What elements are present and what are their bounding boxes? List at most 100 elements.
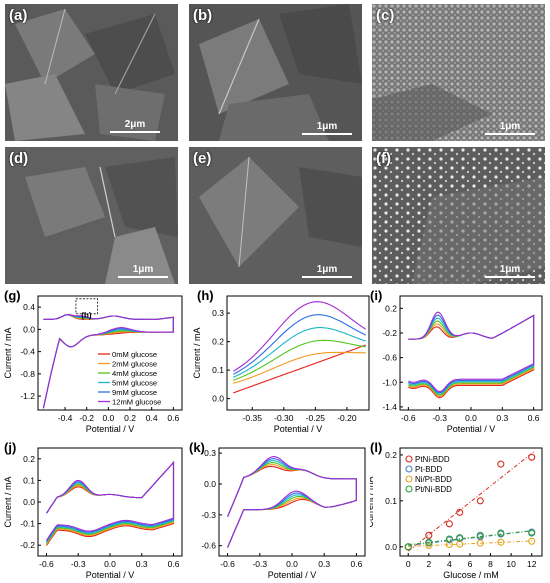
zoom-curve	[233, 301, 367, 372]
cv-curve	[46, 460, 175, 545]
cv-curve	[46, 460, 175, 546]
zoom-curve	[233, 314, 367, 375]
legend-label: 9mM glucose	[112, 388, 157, 397]
x-tick-label: -0.25	[306, 413, 326, 423]
data-point	[404, 543, 412, 551]
x-tick-label: 0.2	[124, 413, 136, 423]
x-tick-label: 0.0	[286, 559, 298, 569]
x-tick-label: -0.3	[252, 559, 267, 569]
legend-label: 12mM glucose	[112, 398, 161, 407]
panel-label: (e)	[193, 150, 212, 167]
y-axis-label: Current / mA	[192, 327, 202, 378]
data-point	[476, 531, 484, 539]
panel-label: (c)	[376, 7, 395, 24]
y-tick-label: -0.8	[20, 369, 35, 379]
legend-marker	[405, 475, 413, 483]
panel-label: (h)	[197, 288, 214, 303]
chart-h: -0.35 -0.30 -0.25 -0.20 0.3 0.2 0.1 0.0 Potentia…	[192, 288, 370, 434]
x-tick-label: 0.3	[136, 559, 148, 569]
x-tick-label: 0.6	[350, 559, 362, 569]
x-tick-label: 10	[506, 559, 516, 569]
legend-label: 4mM glucose	[112, 369, 157, 378]
sem-panel-a: (a) 2μm	[5, 4, 178, 141]
legend-label: PtNi-BDD	[415, 455, 450, 464]
x-tick-label: 0.4	[146, 413, 158, 423]
y-tick-label: 0.0	[385, 542, 397, 552]
zoom-box	[75, 298, 99, 315]
x-axis-label: Potential / V	[268, 570, 317, 580]
y-tick-label: 0.3	[204, 448, 216, 458]
y-tick-label: -0.2	[382, 328, 397, 338]
y-tick-label: 0.1	[385, 496, 397, 506]
x-axis-label: Glucose / mM	[443, 570, 499, 580]
y-tick-label: 0.0	[204, 479, 216, 489]
sem-panel-f: (f) 1μm	[372, 147, 545, 284]
scale-label: 2μm	[124, 119, 146, 130]
panel-label: (g)	[4, 288, 21, 303]
y-tick-label: 0.2	[385, 450, 397, 460]
plot-frame	[226, 295, 370, 411]
chart-k: -0.6 -0.3 0.0 0.3 0.6 0.3 0.0 -0.3 -0.6 Potential…	[189, 440, 366, 580]
sem-texture-d	[5, 147, 178, 284]
zoom-curve	[233, 339, 366, 381]
scale-label: 1μm	[499, 121, 521, 132]
x-tick-label: 0.0	[102, 413, 114, 423]
sem-texture-a	[5, 4, 178, 141]
x-tick-label: -0.20	[337, 413, 357, 423]
y-axis-label: Current / mA	[370, 476, 375, 527]
data-point	[476, 497, 484, 505]
scale-bar: 1μm	[485, 121, 535, 135]
x-axis-label: Potential / V	[86, 424, 135, 434]
y-axis-label: Current / mA	[3, 327, 13, 378]
legend-marker	[405, 485, 413, 493]
y-tick-label: 0.2	[212, 337, 224, 347]
panel-label: (j)	[4, 440, 16, 455]
y-tick-label: -0.2	[20, 540, 35, 550]
zoom-curve	[233, 327, 366, 378]
sem-texture-f	[372, 147, 545, 284]
x-tick-label: 8	[488, 559, 493, 569]
cv-curve	[227, 456, 357, 548]
fit-line	[408, 529, 534, 546]
y-tick-label: 0.4	[23, 302, 35, 312]
legend-marker	[405, 465, 413, 473]
y-tick-label: -0.1	[20, 519, 35, 529]
y-tick-label: 0.2	[385, 303, 397, 313]
x-tick-label: -0.4	[58, 413, 73, 423]
x-tick-label: -0.2	[79, 413, 94, 423]
panel-label: (b)	[193, 7, 213, 24]
x-tick-label: 0.6	[168, 559, 180, 569]
x-tick-label: -0.3	[71, 559, 86, 569]
legend-label: Pt-BDD	[415, 465, 442, 474]
x-tick-label: 0.3	[496, 413, 508, 423]
x-tick-label: 0.0	[465, 413, 477, 423]
y-tick-label: 0.3	[212, 308, 224, 318]
sem-panel-c: (c) 1μm	[372, 4, 545, 141]
cv-curve	[46, 460, 175, 544]
data-point	[445, 535, 453, 543]
chart-l: 0 2 4 6 8 10 12 0.2 0.1 0.0 Glucose / mM Current / …	[370, 440, 543, 580]
plot-frame	[37, 447, 183, 557]
y-tick-label: 0.0	[212, 394, 224, 404]
y-tick-label: -0.4	[20, 347, 35, 357]
data-point	[456, 534, 464, 542]
plot-frame	[399, 295, 543, 411]
y-tick-label: 0.1	[23, 475, 35, 485]
cv-curve	[227, 462, 357, 548]
scale-label: 1μm	[132, 264, 154, 275]
legend-label: 0mM glucose	[112, 350, 157, 359]
cv-curve	[227, 458, 357, 548]
data-point	[497, 460, 505, 468]
y-tick-label: 0.0	[23, 324, 35, 334]
x-tick-label: 0.6	[528, 413, 540, 423]
data-point	[528, 529, 536, 537]
x-axis-label: Potential / V	[86, 570, 135, 580]
panel-label: (k)	[189, 440, 205, 455]
x-tick-label: 6	[468, 559, 473, 569]
x-tick-label: 12	[527, 559, 537, 569]
y-tick-label: -1.2	[20, 391, 35, 401]
legend-label: 5mM glucose	[112, 379, 157, 388]
chart-i: -0.6 -0.3 0.0 0.3 0.6 0.2 -0.2 -0.6 -1.0 -1.4 Pote…	[370, 288, 543, 434]
panel-label: (a)	[9, 7, 28, 24]
legend-label: Ni/Pt-BDD	[415, 475, 452, 484]
